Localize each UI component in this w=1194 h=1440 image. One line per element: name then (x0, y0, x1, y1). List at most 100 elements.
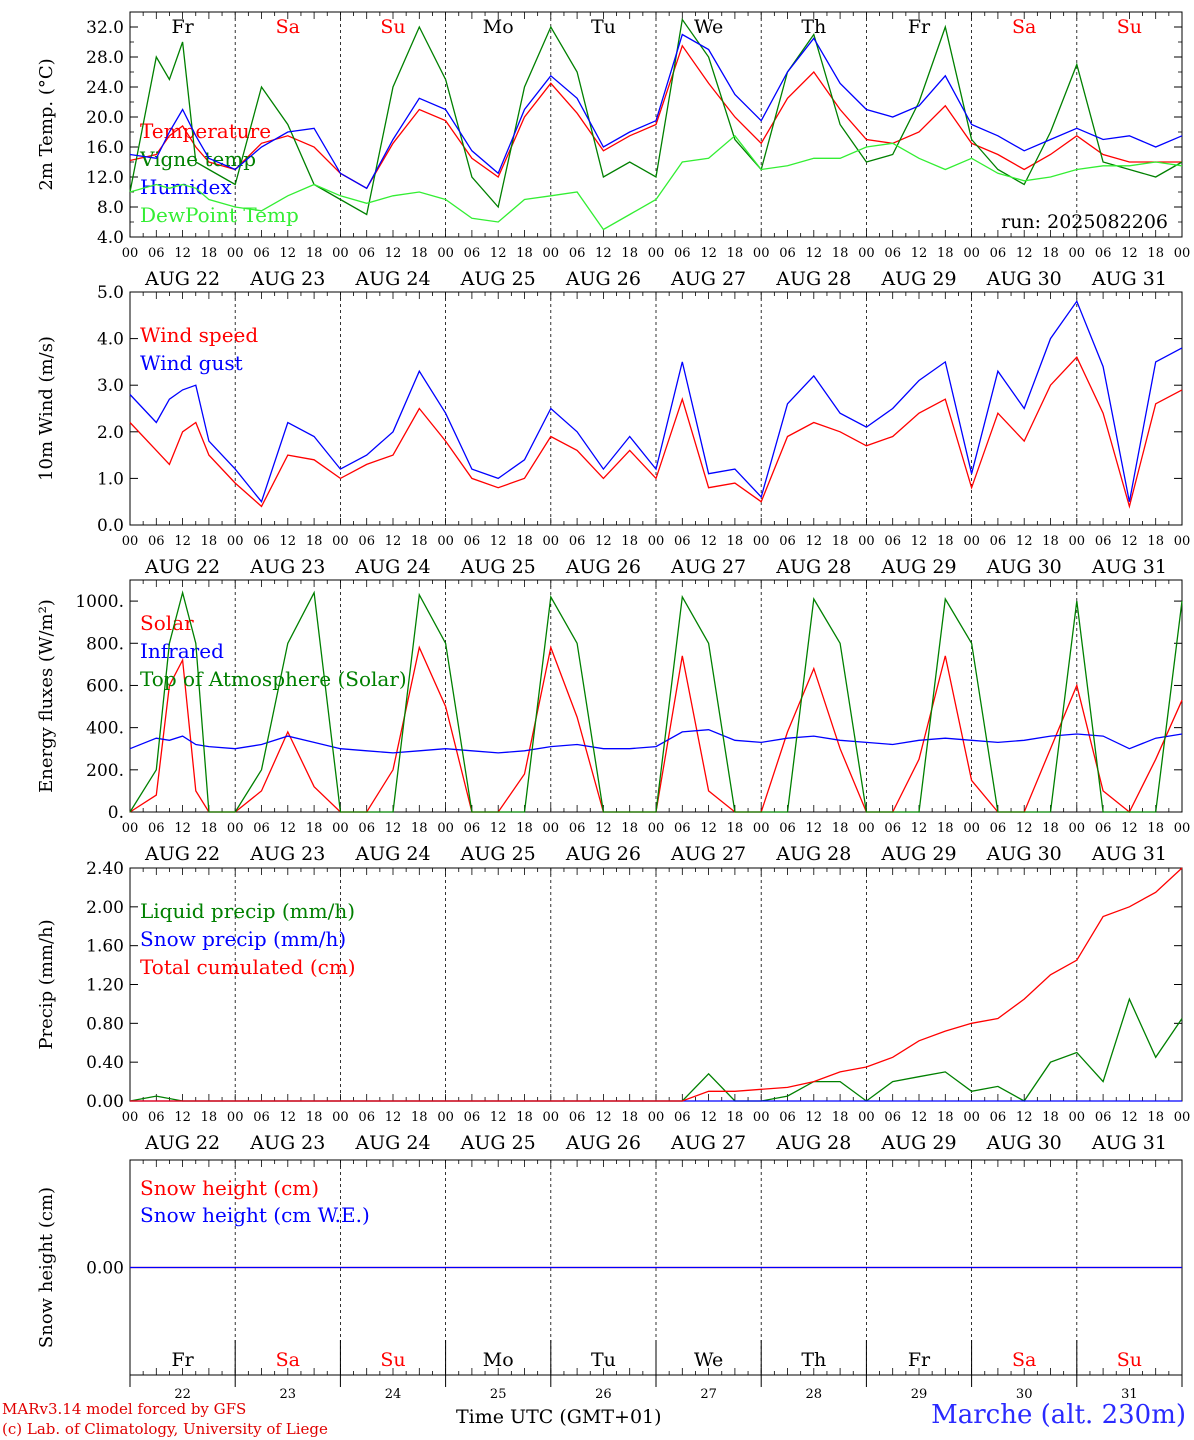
day-number: 29 (911, 1387, 928, 1402)
hour-tick-label: 18 (832, 246, 849, 261)
y-tick-label: 1000. (75, 592, 124, 612)
legend-entry: Infrared (140, 639, 224, 663)
hour-tick-label: 12 (806, 1110, 823, 1125)
day-name: Fr (171, 16, 194, 38)
series-line-green (129, 17, 1183, 216)
hour-tick-label: 06 (148, 534, 165, 549)
hour-tick-label: 12 (806, 246, 823, 261)
hour-tick-label: 06 (990, 534, 1007, 549)
hour-tick-label: 06 (358, 246, 375, 261)
date-label: AUG 25 (460, 556, 536, 578)
hour-tick-label: 12 (174, 534, 191, 549)
hour-tick-label: 06 (148, 246, 165, 261)
date-label: AUG 28 (775, 1132, 851, 1154)
hour-tick-label: 18 (516, 534, 533, 549)
hour-tick-label: 18 (201, 1110, 218, 1125)
panel-1: 4.0 8.0 12.0 16.0 20.0 24.0 28.0 32.0 2m Temp. (… (36, 11, 1190, 290)
hour-tick-label: 06 (148, 821, 165, 836)
day-name: We (694, 1349, 723, 1371)
hour-tick-label: 12 (700, 534, 717, 549)
run-label: run: 2025082206 (1001, 211, 1168, 233)
y-tick-label: 28.0 (86, 48, 124, 68)
credit-lab: (c) Lab. of Climatology, University of L… (2, 1420, 328, 1438)
hour-tick-label: 18 (727, 821, 744, 836)
hour-tick-label: 00 (543, 821, 560, 836)
hour-tick-label: 18 (201, 534, 218, 549)
hour-tick-label: 18 (832, 1110, 849, 1125)
hour-tick-label: 00 (437, 534, 454, 549)
hour-tick-label: 00 (963, 1110, 980, 1125)
day-name: Fr (171, 1349, 194, 1371)
hour-tick-label: 00 (648, 246, 665, 261)
hour-tick-label: 06 (1095, 246, 1112, 261)
hour-tick-label: 06 (884, 534, 901, 549)
hour-tick-label: 12 (595, 821, 612, 836)
hour-tick-label: 00 (963, 246, 980, 261)
hour-tick-label: 18 (516, 246, 533, 261)
hour-tick-label: 00 (332, 246, 349, 261)
hour-tick-label: 18 (1147, 821, 1164, 836)
hour-tick-label: 12 (280, 534, 297, 549)
date-label: AUG 27 (670, 556, 746, 578)
hour-tick-label: 06 (253, 821, 270, 836)
hour-tick-label: 00 (227, 534, 244, 549)
hour-tick-label: 12 (806, 534, 823, 549)
day-name: Su (380, 16, 405, 38)
y-tick-label: 32.0 (86, 18, 124, 38)
legend-entry: Solar (140, 611, 194, 635)
date-label: AUG 31 (1091, 1132, 1167, 1154)
hour-tick-label: 06 (779, 1110, 796, 1125)
hour-tick-label: 06 (253, 246, 270, 261)
hour-tick-label: 12 (385, 534, 402, 549)
day-name: Sa (1012, 1349, 1036, 1371)
hour-tick-label: 18 (201, 246, 218, 261)
hour-tick-label: 12 (911, 534, 928, 549)
y-tick-label: 24.0 (86, 78, 124, 98)
credit-model: MARv3.14 model forced by GFS (2, 1400, 247, 1418)
hour-tick-label: 00 (648, 534, 665, 549)
date-label: AUG 24 (354, 268, 430, 290)
legend-entry: DewPoint Temp (140, 203, 299, 227)
day-number: 23 (280, 1387, 297, 1402)
hour-tick-label: 18 (937, 1110, 954, 1125)
date-label: AUG 26 (565, 843, 641, 865)
legend-entry: Wind gust (140, 351, 243, 375)
hour-tick-label: 18 (1147, 534, 1164, 549)
hour-tick-label: 18 (306, 821, 323, 836)
day-name: Th (801, 1349, 826, 1371)
y-axis-title: Snow height (cm) (36, 1187, 57, 1348)
hour-tick-label: 00 (437, 1110, 454, 1125)
hour-tick-label: 06 (464, 821, 481, 836)
legend-entry: Liquid precip (mm/h) (140, 899, 355, 923)
hour-tick-label: 06 (358, 1110, 375, 1125)
hour-tick-label: 18 (832, 821, 849, 836)
y-axis-title: 10m Wind (m/s) (36, 336, 57, 481)
date-label: AUG 23 (249, 268, 325, 290)
hour-tick-label: 12 (280, 246, 297, 261)
hour-tick-label: 18 (621, 1110, 638, 1125)
hour-tick-label: 18 (937, 534, 954, 549)
hour-tick-label: 00 (227, 821, 244, 836)
hour-tick-label: 18 (516, 821, 533, 836)
hour-tick-label: 06 (148, 1110, 165, 1125)
hour-tick-label: 00 (543, 246, 560, 261)
hour-tick-label: 00 (1069, 821, 1086, 836)
hour-tick-label: 12 (174, 1110, 191, 1125)
hour-tick-label: 06 (1095, 821, 1112, 836)
hour-tick-label: 00 (543, 1110, 560, 1125)
y-tick-label: 0.0 (97, 516, 124, 536)
hour-tick-label: 12 (490, 534, 507, 549)
date-label: AUG 27 (670, 268, 746, 290)
hour-tick-label: 18 (621, 534, 638, 549)
hour-tick-label: 00 (122, 534, 139, 549)
y-tick-label: 2.40 (86, 859, 124, 879)
series-line-lightgreen (129, 134, 1183, 231)
hour-tick-label: 18 (727, 1110, 744, 1125)
hour-tick-label: 18 (306, 534, 323, 549)
hour-tick-label: 00 (648, 821, 665, 836)
hour-tick-label: 06 (1095, 1110, 1112, 1125)
hour-tick-label: 00 (122, 1110, 139, 1125)
legend-entry: Wind speed (140, 323, 258, 347)
hour-tick-label: 00 (543, 534, 560, 549)
hour-tick-label: 12 (490, 1110, 507, 1125)
